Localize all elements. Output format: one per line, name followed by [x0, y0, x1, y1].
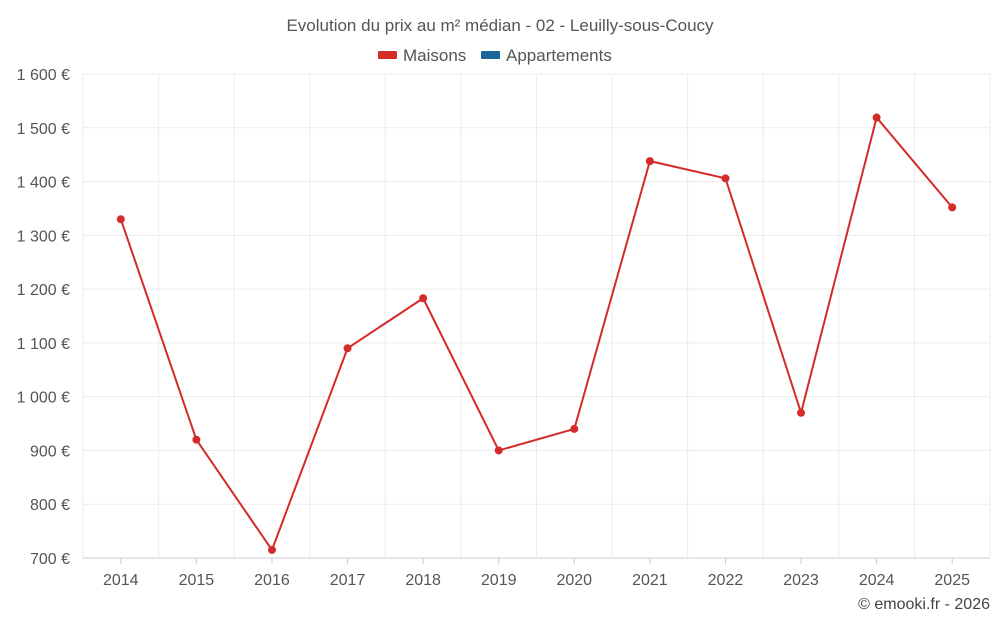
chart-credit: © emooki.fr - 2026 [858, 596, 990, 613]
x-tick-label: 2023 [783, 572, 819, 589]
x-tick-label: 2025 [934, 572, 970, 589]
chart-legend: Maisons Appartements [378, 46, 612, 65]
y-tick-label: 900 € [30, 443, 70, 460]
data-point-maisons-2017[interactable] [343, 344, 352, 353]
legend-label-appartements: Appartements [506, 46, 612, 65]
x-tick-label: 2020 [556, 572, 592, 589]
y-tick-label: 1 000 € [17, 390, 70, 407]
data-point-maisons-2015[interactable] [192, 435, 201, 444]
data-point-maisons-2020[interactable] [570, 424, 579, 433]
legend-swatch-appartements [481, 51, 500, 59]
data-point-maisons-2016[interactable] [267, 545, 276, 554]
data-point-maisons-2014[interactable] [116, 215, 125, 224]
y-tick-label: 1 100 € [17, 336, 70, 353]
y-tick-label: 1 400 € [17, 175, 70, 192]
grid [82, 73, 991, 558]
data-point-maisons-2021[interactable] [645, 157, 654, 166]
x-axis: 2014 2015 2016 2017 2018 2019 2020 2021 2022 2023… [103, 558, 970, 589]
data-point-maisons-2019[interactable] [494, 446, 503, 455]
x-tick-label: 2015 [179, 572, 215, 589]
y-tick-label: 700 € [30, 551, 70, 568]
data-point-maisons-2023[interactable] [797, 408, 806, 417]
x-tick-label: 2014 [103, 572, 139, 589]
series-line-maisons [119, 115, 953, 553]
chart-title: Evolution du prix au m² médian - 02 - Le… [286, 16, 714, 35]
x-tick-label: 2017 [330, 572, 366, 589]
y-tick-label: 1 300 € [17, 228, 70, 245]
data-point-maisons-2022[interactable] [721, 174, 730, 183]
y-tick-label: 1 200 € [17, 282, 70, 299]
y-tick-label: 800 € [30, 497, 70, 514]
legend-swatch-maisons [378, 51, 397, 59]
y-tick-label: 1 600 € [17, 67, 70, 84]
data-point-maisons-2024[interactable] [872, 113, 881, 122]
data-point-maisons-2018[interactable] [419, 294, 428, 303]
y-axis: 700 € 800 € 900 € 1 000 € 1 100 € 1 200 € 1 30… [17, 67, 70, 568]
x-tick-label: 2018 [405, 572, 441, 589]
data-point-maisons-2025[interactable] [948, 203, 957, 212]
x-tick-label: 2019 [481, 572, 517, 589]
legend-label-maisons: Maisons [403, 46, 466, 65]
x-tick-label: 2021 [632, 572, 668, 589]
x-tick-label: 2022 [708, 572, 744, 589]
y-tick-label: 1 500 € [17, 121, 70, 138]
legend-item-appartements[interactable]: Appartements [481, 46, 612, 65]
legend-item-maisons[interactable]: Maisons [378, 46, 466, 65]
plot-area [116, 113, 957, 554]
x-tick-label: 2016 [254, 572, 290, 589]
x-tick-label: 2024 [859, 572, 895, 589]
